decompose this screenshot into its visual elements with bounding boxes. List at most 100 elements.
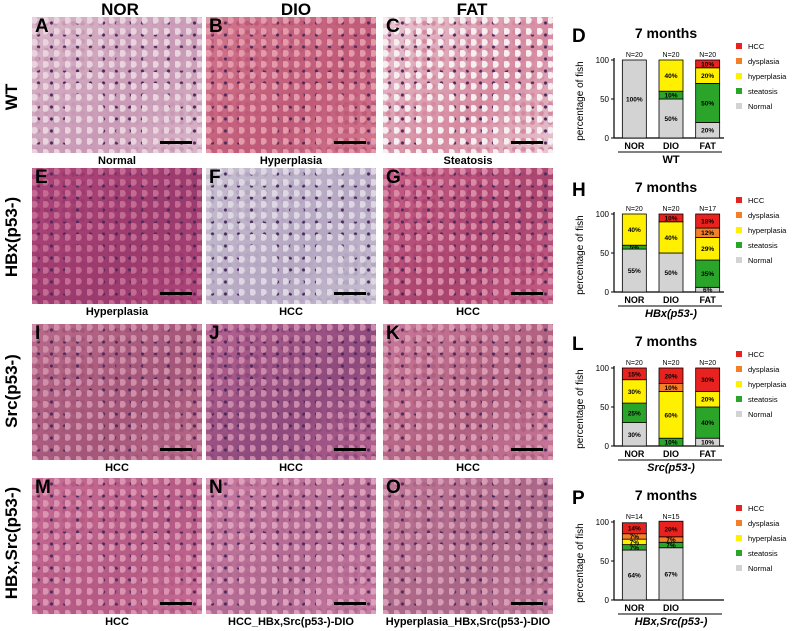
n-label: N=20 [626, 52, 643, 59]
data-label: 20% [701, 73, 714, 80]
chart-title: 7 months [635, 179, 697, 195]
y-tick-label: 50 [600, 403, 609, 412]
legend-swatch [736, 396, 742, 402]
data-label: 10% [664, 93, 677, 100]
micrograph-panel-k: K [383, 324, 553, 460]
category-label: NOR [624, 295, 645, 305]
chart-svg: L 7 months percentage of fish 0 50 100 30% 25% 3… [572, 333, 787, 474]
scale-bar [334, 141, 366, 144]
legend-swatch [736, 520, 742, 526]
scale-bar [334, 448, 366, 451]
panel-letter: B [209, 17, 223, 37]
data-label: 50% [701, 100, 714, 107]
legend-label: dysplasia [748, 211, 780, 220]
legend-label: hyperplasia [748, 534, 787, 543]
legend-label: Normal [748, 564, 773, 573]
scale-bar [511, 602, 543, 605]
data-label: 64% [628, 573, 641, 580]
legend-label: steatosis [748, 395, 778, 404]
micrograph-panel-g: G [383, 168, 553, 304]
scale-bar [334, 292, 366, 295]
panel-letter: C [386, 17, 400, 37]
column-header-nor: NOR [101, 0, 139, 19]
n-label: N=20 [663, 52, 680, 59]
legend-swatch [736, 43, 742, 49]
legend-swatch [736, 381, 742, 387]
data-label: 7% [666, 537, 676, 544]
data-label: 100% [626, 97, 643, 104]
bar-segment-hcc [658, 520, 684, 538]
panel-letter: F [209, 168, 221, 188]
data-label: 30% [628, 432, 641, 439]
legend-swatch [736, 366, 742, 372]
panel-letter: G [386, 168, 401, 188]
data-label: 10% [664, 440, 677, 447]
n-label: N=20 [699, 52, 716, 59]
data-label: 20% [701, 128, 714, 135]
n-label: N=15 [663, 514, 680, 521]
legend-swatch [736, 550, 742, 556]
chart-y-label: percentage of fish [575, 369, 586, 449]
category-label: FAT [699, 295, 716, 305]
chart-svg: D 7 months percentage of fish 0 50 100 100% N=2… [572, 25, 787, 166]
data-label: 30% [701, 377, 714, 384]
y-tick-label: 0 [605, 134, 610, 143]
legend-swatch [736, 411, 742, 417]
panel-letter: O [386, 478, 401, 498]
chart-letter: P [572, 488, 585, 509]
legend-swatch [736, 257, 742, 263]
row-label-hbx-src: HBx,Src(p53-) [2, 486, 21, 600]
x-group-label: HBx,Src(p53-) [635, 616, 708, 628]
y-tick-label: 100 [596, 56, 610, 65]
data-label: 60% [664, 412, 677, 419]
data-label: 35% [701, 271, 714, 278]
legend-swatch [736, 103, 742, 109]
category-label: DIO [663, 141, 679, 151]
legend-label: Normal [748, 256, 773, 265]
row-label-wt: WT [2, 83, 21, 111]
micrograph-panel-i: I [32, 324, 202, 460]
data-label: 50% [664, 270, 677, 277]
column-header-fat: FAT [456, 0, 488, 19]
micrograph-panel-c: C [383, 17, 553, 153]
chart-title: 7 months [635, 25, 697, 41]
legend-label: hyperplasia [748, 72, 787, 81]
y-tick-label: 100 [596, 210, 610, 219]
data-label: 40% [664, 73, 677, 80]
n-label: N=20 [663, 206, 680, 213]
data-label: 7% [666, 543, 676, 550]
data-label: 15% [628, 371, 641, 378]
legend-swatch [736, 58, 742, 64]
chart-letter: H [572, 180, 586, 201]
panel-letter: A [35, 17, 49, 37]
panel-caption: Hyperplasia [259, 155, 323, 167]
legend-swatch [736, 212, 742, 218]
category-label: DIO [663, 603, 679, 613]
bar-segment-normal [658, 252, 684, 293]
micrograph-panel-m: M [32, 478, 202, 614]
legend-label: dysplasia [748, 57, 780, 66]
y-tick-label: 50 [600, 557, 609, 566]
stacked-bar-chart-l: L 7 months percentage of fish 0 50 100 30% 25% 3… [560, 326, 798, 476]
bar-segment-normal [621, 59, 647, 139]
micrograph-panel-b: B [206, 17, 376, 153]
scale-bar [511, 292, 543, 295]
legend-label: HCC [748, 504, 765, 513]
micrograph-panel-f: F [206, 168, 376, 304]
bar-segment-hyperplasia [658, 59, 684, 92]
bar-segment-hcc [695, 367, 721, 392]
panel-caption: Normal [98, 155, 136, 167]
bar-segment-hcc [621, 367, 647, 381]
micrograph-panel-j: J [206, 324, 376, 460]
legend-label: steatosis [748, 549, 778, 558]
legend-swatch [736, 88, 742, 94]
scale-bar [160, 448, 192, 451]
bar-segment-hcc [658, 213, 684, 223]
panel-caption: HCC [456, 462, 480, 474]
data-label: 40% [628, 227, 641, 234]
panel-letter: J [209, 324, 220, 344]
bar-segment-hcc [658, 367, 684, 384]
chart-y-label: percentage of fish [575, 61, 586, 141]
category-label: FAT [699, 141, 716, 151]
